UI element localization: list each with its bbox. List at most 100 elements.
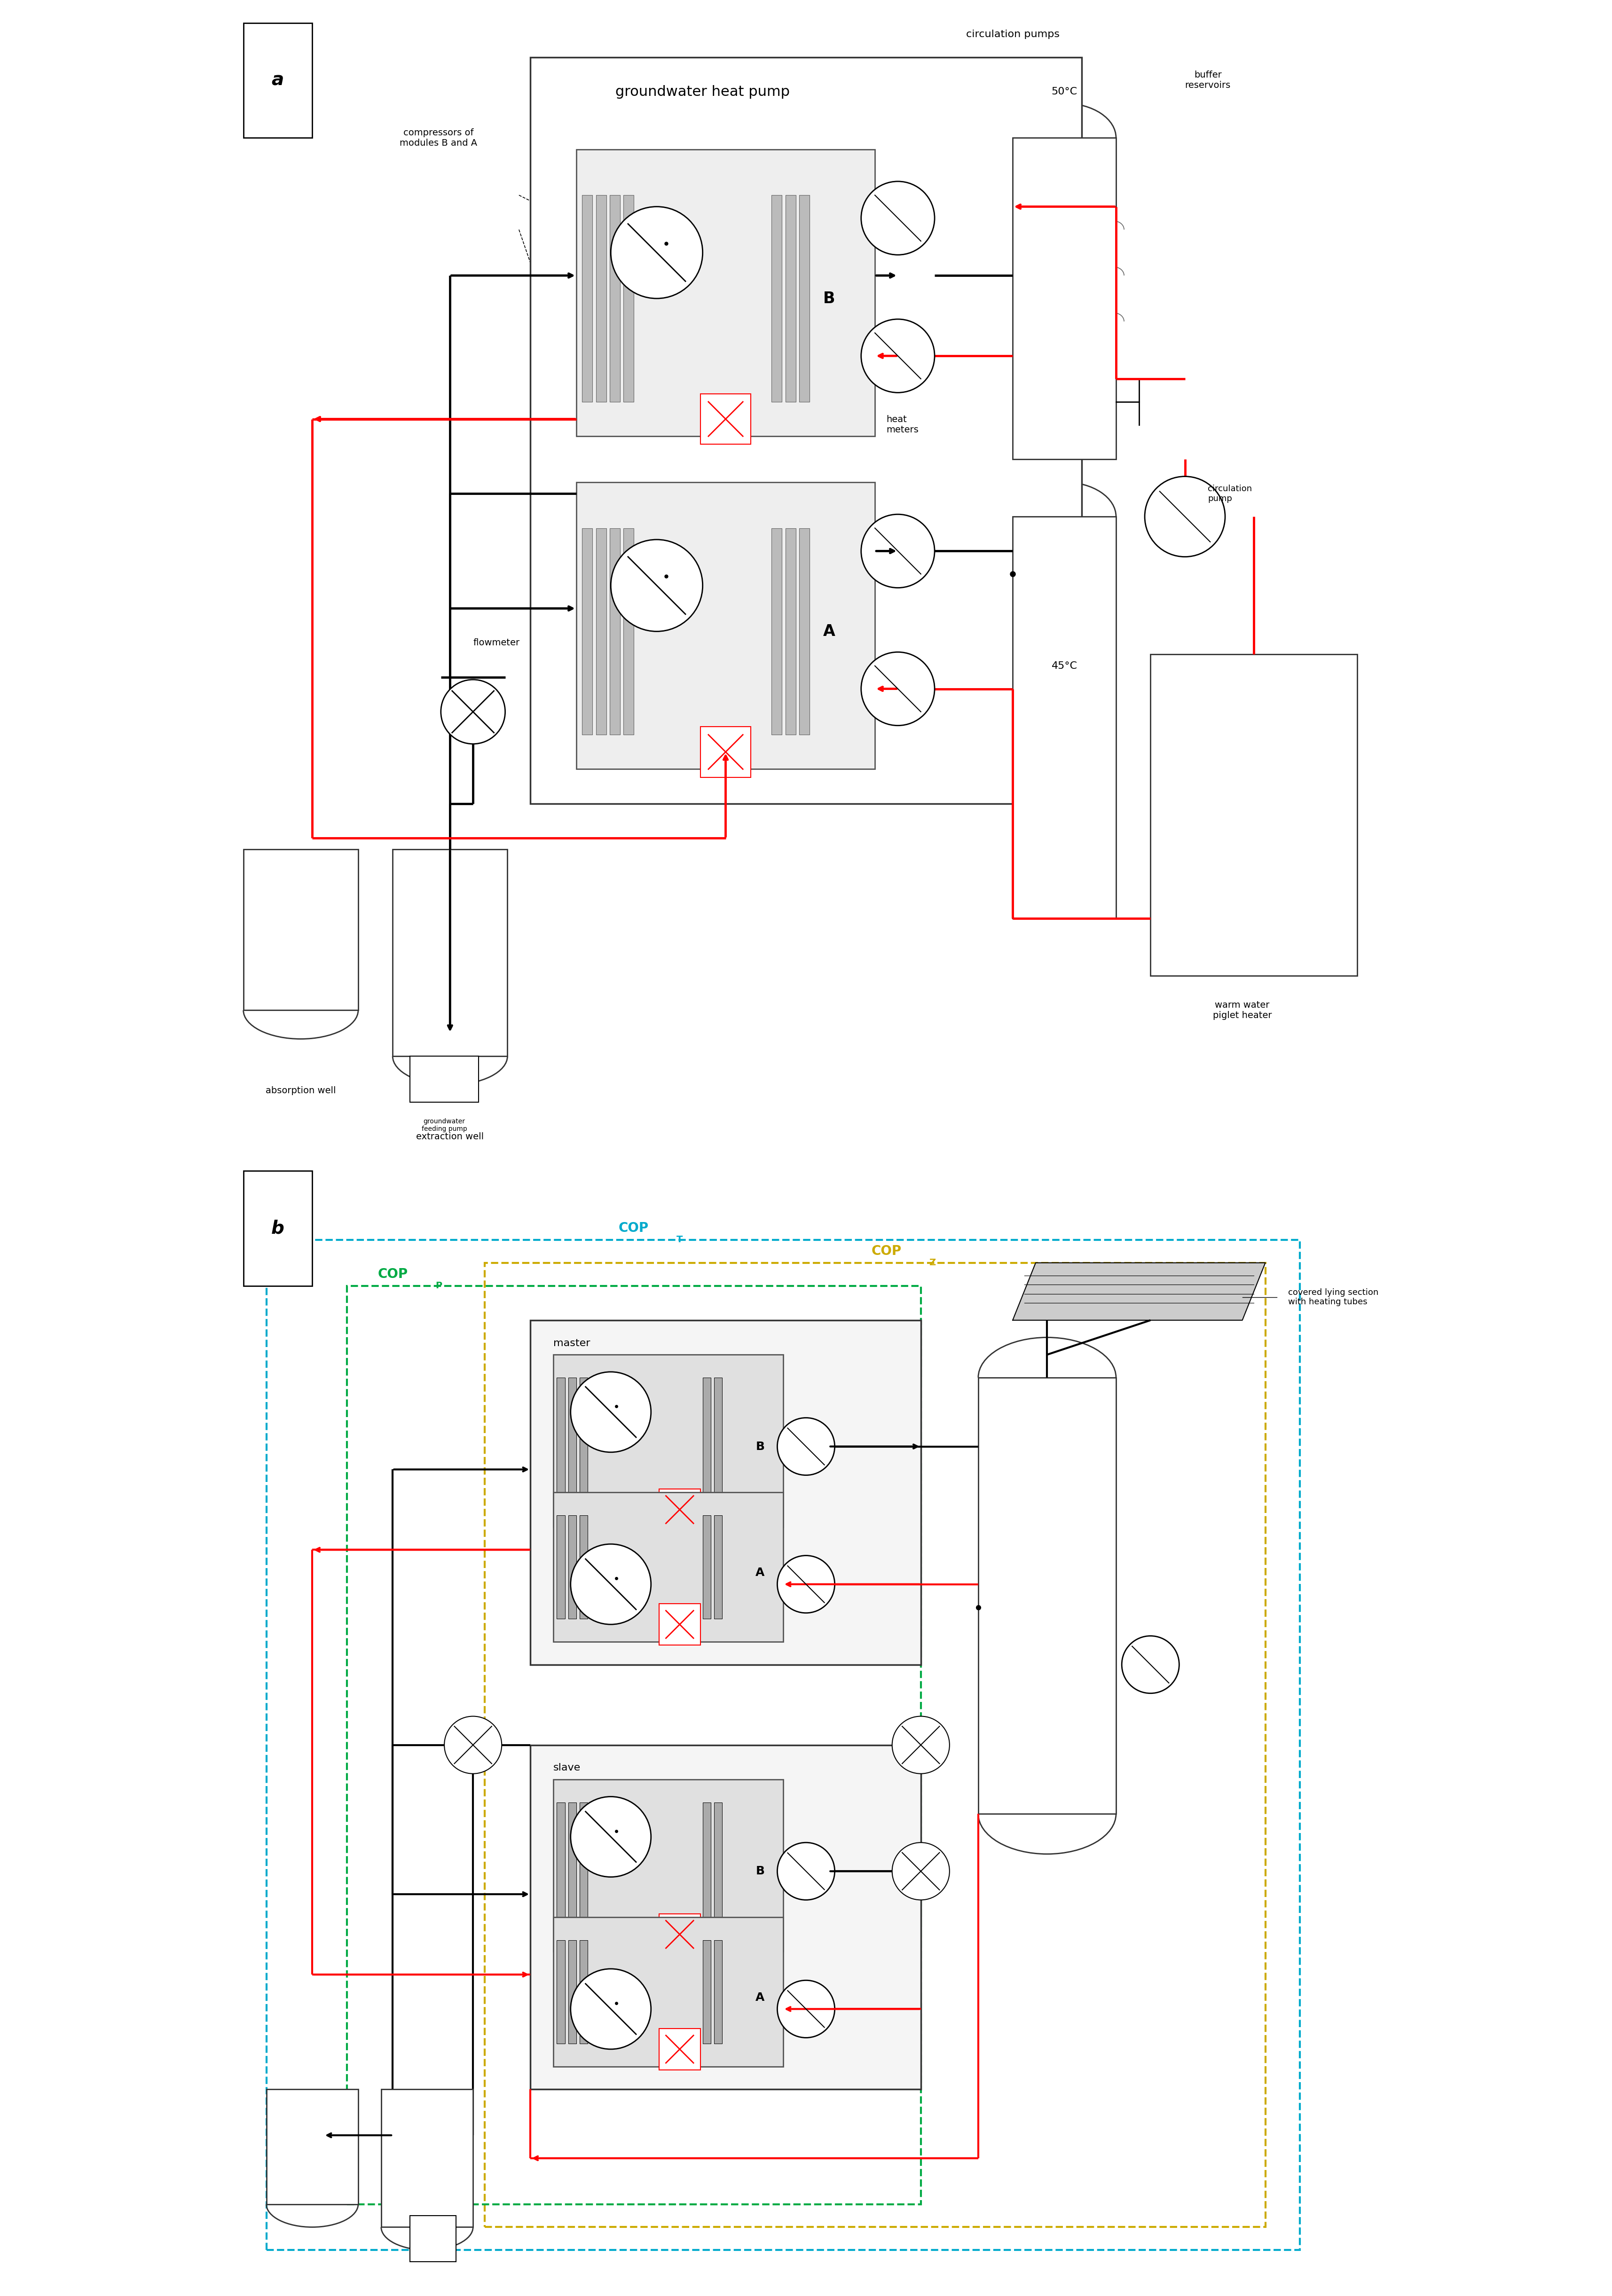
Circle shape xyxy=(861,652,935,726)
Text: COP: COP xyxy=(619,1221,650,1235)
Bar xyxy=(380,2089,472,2227)
Bar xyxy=(624,195,634,402)
Bar xyxy=(569,1378,577,1504)
Bar xyxy=(582,195,593,402)
Circle shape xyxy=(440,680,505,744)
Text: buffer
reservoirs: buffer reservoirs xyxy=(1185,71,1230,90)
Bar xyxy=(582,528,593,735)
Text: absorption well: absorption well xyxy=(266,1086,335,1095)
Circle shape xyxy=(571,1371,651,1451)
Bar xyxy=(347,1286,920,2204)
Bar xyxy=(659,2030,700,2071)
Circle shape xyxy=(861,181,935,255)
Circle shape xyxy=(1122,1635,1178,1694)
Bar xyxy=(596,195,606,402)
Text: A: A xyxy=(756,1993,764,2002)
Bar xyxy=(393,850,508,1056)
Bar xyxy=(569,1515,577,1619)
Bar xyxy=(978,1378,1116,1814)
Text: flowmeter: flowmeter xyxy=(472,638,519,647)
Text: slave: slave xyxy=(553,1763,580,1773)
Bar xyxy=(556,1802,564,1929)
Bar xyxy=(659,1490,700,1529)
Bar xyxy=(1012,138,1116,459)
Text: 50°C: 50°C xyxy=(1051,87,1077,96)
Bar xyxy=(1151,654,1357,976)
Text: extraction well: extraction well xyxy=(416,1132,484,1141)
Text: COP: COP xyxy=(872,1244,901,1258)
Bar xyxy=(553,1917,783,2066)
Bar xyxy=(714,1802,722,1929)
Bar xyxy=(609,528,621,735)
Bar xyxy=(714,1515,722,1619)
Bar xyxy=(530,57,1082,804)
Bar xyxy=(659,1603,700,1644)
Circle shape xyxy=(571,1795,651,1878)
Circle shape xyxy=(777,1557,835,1612)
Bar xyxy=(577,482,875,769)
Bar xyxy=(243,850,358,1010)
Bar xyxy=(785,528,796,735)
Text: T: T xyxy=(677,1235,683,1244)
Text: b: b xyxy=(271,1219,284,1238)
Bar xyxy=(556,1378,564,1504)
Bar xyxy=(800,528,809,735)
Text: B: B xyxy=(824,292,835,305)
Bar xyxy=(553,1492,783,1642)
Circle shape xyxy=(891,1717,949,1773)
Bar xyxy=(553,1779,783,1952)
Bar xyxy=(800,195,809,402)
Bar xyxy=(700,395,751,445)
Bar xyxy=(659,1915,700,1956)
Text: groundwater
feeding pump: groundwater feeding pump xyxy=(422,1118,467,1132)
Bar xyxy=(569,1940,577,2043)
Text: P: P xyxy=(435,1281,442,1290)
Bar xyxy=(772,528,782,735)
Bar xyxy=(624,528,634,735)
Text: A: A xyxy=(756,1568,764,1577)
Bar xyxy=(580,1940,588,2043)
Bar xyxy=(530,1320,920,1665)
Circle shape xyxy=(777,1417,835,1476)
Bar xyxy=(596,528,606,735)
Bar xyxy=(580,1802,588,1929)
Bar xyxy=(266,1240,1299,2250)
Bar xyxy=(703,1515,711,1619)
Text: heat
meters: heat meters xyxy=(887,416,919,434)
Text: warm water
piglet heater: warm water piglet heater xyxy=(1212,1001,1272,1019)
Bar xyxy=(1012,517,1116,918)
Text: circulation
pump: circulation pump xyxy=(1207,484,1253,503)
Bar xyxy=(703,1940,711,2043)
Circle shape xyxy=(1145,478,1225,558)
Bar xyxy=(556,1940,564,2043)
Circle shape xyxy=(861,514,935,588)
Bar xyxy=(772,195,782,402)
Circle shape xyxy=(445,1717,501,1773)
Text: groundwater heat pump: groundwater heat pump xyxy=(616,85,790,99)
Circle shape xyxy=(611,540,703,631)
Text: master: master xyxy=(553,1339,590,1348)
Bar xyxy=(714,1378,722,1504)
Circle shape xyxy=(777,1841,835,1901)
Bar xyxy=(530,1745,920,2089)
Bar xyxy=(785,195,796,402)
Circle shape xyxy=(777,1979,835,2039)
Text: COP: COP xyxy=(377,1267,408,1281)
Circle shape xyxy=(891,1841,949,1901)
Text: 45°C: 45°C xyxy=(1051,661,1077,670)
Bar xyxy=(553,1355,783,1527)
Text: covered lying section
with heating tubes: covered lying section with heating tubes xyxy=(1288,1288,1378,1306)
Text: A: A xyxy=(822,625,835,638)
Text: circulation pumps: circulation pumps xyxy=(966,30,1059,39)
Bar xyxy=(485,1263,1265,2227)
Text: B: B xyxy=(756,1867,764,1876)
Bar xyxy=(703,1378,711,1504)
Circle shape xyxy=(571,1543,651,1626)
Bar xyxy=(577,149,875,436)
Text: B: B xyxy=(756,1442,764,1451)
Polygon shape xyxy=(1012,1263,1265,1320)
Text: Z: Z xyxy=(929,1258,935,1267)
Bar xyxy=(700,728,751,776)
Bar xyxy=(703,1802,711,1929)
Bar xyxy=(243,23,313,138)
